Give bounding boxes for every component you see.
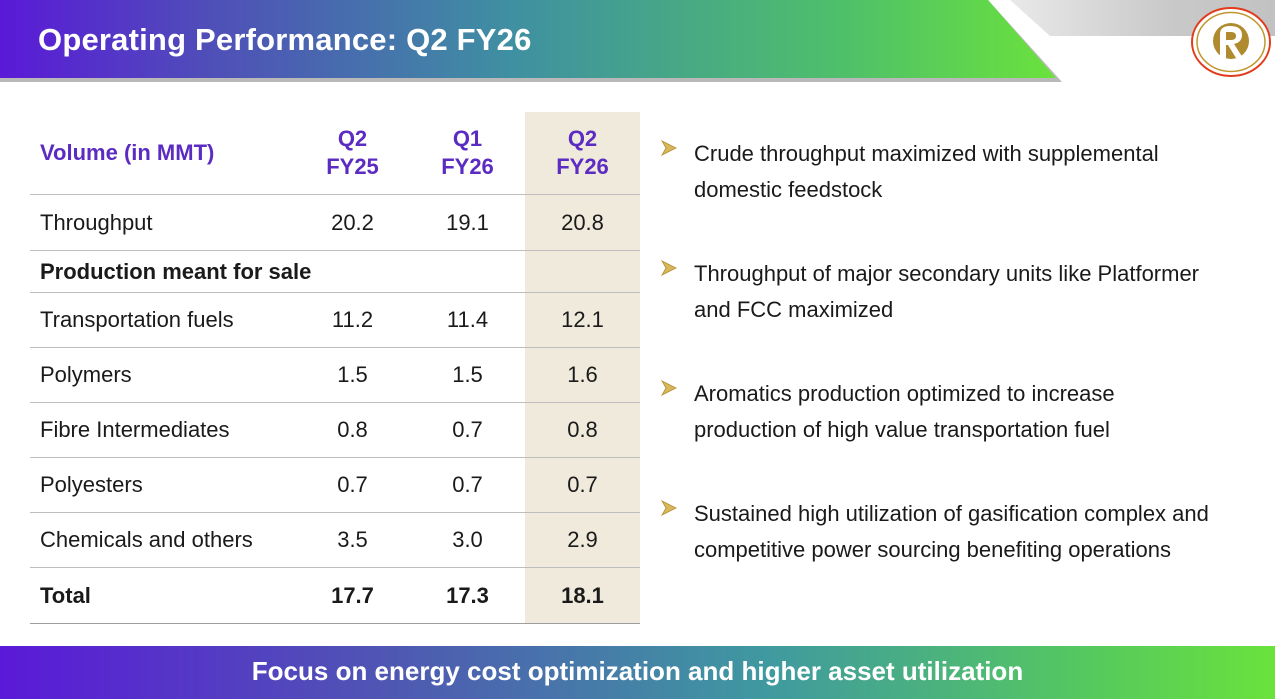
bullet-text: Aromatics production optimized to increa… (694, 376, 1260, 448)
bullet-line1: Sustained high utilization of gasificati… (694, 501, 1209, 526)
table-row: Polymers 1.5 1.5 1.6 (30, 347, 640, 403)
cell-q2-fy25: 11.2 (295, 292, 410, 348)
cell-q2-fy26: 2.9 (525, 512, 640, 568)
header-q2-fy26-line1: Q2 (567, 126, 598, 151)
bullet-item: Sustained high utilization of gasificati… (660, 496, 1260, 568)
cell-q2-fy25: 17.7 (295, 567, 410, 624)
cell-q1-fy26: 3.0 (410, 512, 525, 568)
table-row-total: Total 17.7 17.3 18.1 (30, 567, 640, 624)
bullet-item: Throughput of major secondary units like… (660, 256, 1260, 328)
table-header-q2-fy26: Q2 FY26 (525, 112, 640, 195)
row-label: Transportation fuels (30, 292, 295, 348)
row-label: Chemicals and others (30, 512, 295, 568)
bullet-item: Aromatics production optimized to increa… (660, 376, 1260, 448)
cell-q2-fy26: 0.8 (525, 402, 640, 458)
section-highlight-cell (525, 250, 640, 293)
cell-q1-fy26: 19.1 (410, 194, 525, 251)
bullet-line1: Throughput of major secondary units like… (694, 261, 1200, 286)
cell-q2-fy25: 1.5 (295, 347, 410, 403)
bullet-line1: Aromatics production optimized to increa… (694, 381, 1115, 406)
table-header-row: Volume (in MMT) Q2 FY25 Q1 FY26 Q2 FY26 (30, 112, 640, 195)
row-label: Throughput (30, 194, 295, 251)
footer-band (0, 646, 1275, 699)
cell-q2-fy26: 20.8 (525, 194, 640, 251)
page-title: Operating Performance: Q2 FY26 (38, 22, 532, 57)
company-logo-icon (1191, 7, 1271, 77)
table-row: Fibre Intermediates 0.8 0.7 0.8 (30, 402, 640, 458)
cell-q1-fy26: 0.7 (410, 402, 525, 458)
cell-q1-fy26: 1.5 (410, 347, 525, 403)
volume-table: Volume (in MMT) Q2 FY25 Q1 FY26 Q2 FY26 … (30, 112, 640, 624)
cell-q2-fy25: 0.7 (295, 457, 410, 513)
cell-q2-fy26: 12.1 (525, 292, 640, 348)
bullet-text: Sustained high utilization of gasificati… (694, 496, 1260, 568)
bullet-text: Crude throughput maximized with suppleme… (694, 136, 1260, 208)
header-q1-fy26-line1: Q1 (452, 126, 483, 151)
header-q1-fy26-line2: FY26 (441, 154, 494, 179)
table-header-q1-fy26: Q1 FY26 (410, 112, 525, 195)
cell-q2-fy25: 20.2 (295, 194, 410, 251)
table-section-row: Production meant for sale (30, 250, 640, 293)
bullet-item: Crude throughput maximized with suppleme… (660, 136, 1260, 208)
header-q2-fy25-line2: FY25 (326, 154, 379, 179)
arrow-bullet-icon (660, 380, 677, 396)
cell-q2-fy25: 3.5 (295, 512, 410, 568)
header-q2-fy26-line2: FY26 (556, 154, 609, 179)
cell-q2-fy25: 0.8 (295, 402, 410, 458)
arrow-bullet-icon (660, 260, 677, 276)
arrow-bullet-icon (660, 140, 677, 156)
row-label: Polyesters (30, 457, 295, 513)
bullet-line2: production of high value transportation … (694, 417, 1110, 442)
bullet-line1: Crude throughput maximized with suppleme… (694, 141, 1159, 166)
footer-text: Focus on energy cost optimization and hi… (251, 656, 1024, 686)
cell-q1-fy26: 0.7 (410, 457, 525, 513)
table-header-q2-fy25: Q2 FY25 (295, 112, 410, 195)
arrow-bullet-icon (660, 500, 677, 516)
section-label: Production meant for sale (30, 250, 525, 293)
cell-q2-fy26: 1.6 (525, 347, 640, 403)
cell-q2-fy26: 18.1 (525, 567, 640, 624)
bullet-line2: domestic feedstock (694, 177, 883, 202)
table-row-throughput: Throughput 20.2 19.1 20.8 (30, 194, 640, 251)
cell-q2-fy26: 0.7 (525, 457, 640, 513)
row-label: Polymers (30, 347, 295, 403)
bullet-line2: competitive power sourcing benefiting op… (694, 537, 1171, 562)
cell-q1-fy26: 11.4 (410, 292, 525, 348)
bullet-text: Throughput of major secondary units like… (694, 256, 1260, 328)
cell-q1-fy26: 17.3 (410, 567, 525, 624)
header-q2-fy25-line1: Q2 (337, 126, 368, 151)
row-label: Total (30, 567, 295, 624)
table-row: Polyesters 0.7 0.7 0.7 (30, 457, 640, 513)
row-label: Fibre Intermediates (30, 402, 295, 458)
table-row: Chemicals and others 3.5 3.0 2.9 (30, 512, 640, 568)
header-band (0, 0, 1056, 78)
table-header-label: Volume (in MMT) (30, 112, 295, 195)
bullet-line2: and FCC maximized (694, 297, 894, 322)
table-row: Transportation fuels 11.2 11.4 12.1 (30, 292, 640, 348)
